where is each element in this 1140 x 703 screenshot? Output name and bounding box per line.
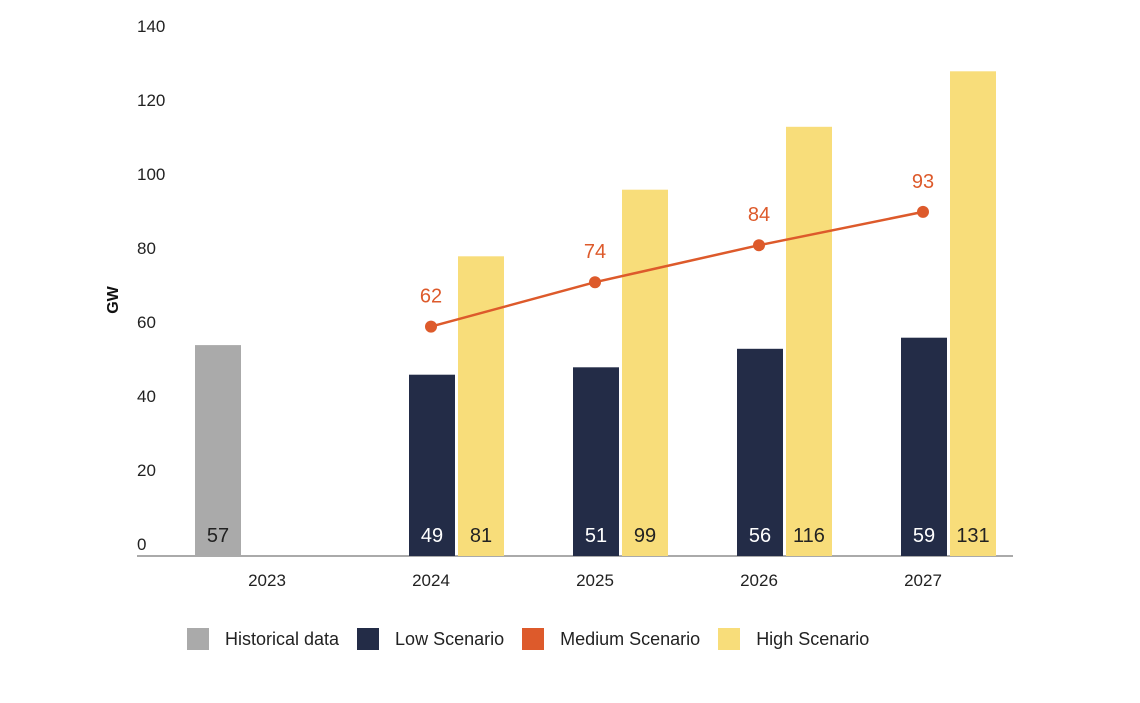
medium-scenario-point bbox=[425, 320, 437, 333]
high-scenario-bar bbox=[458, 256, 504, 556]
historical-data-label: 57 bbox=[207, 525, 229, 547]
low-scenario-data-label: 59 bbox=[913, 525, 935, 547]
low-scenario-bar bbox=[901, 337, 947, 556]
x-tick-label: 2027 bbox=[904, 571, 942, 590]
y-tick-label: 80 bbox=[137, 239, 156, 258]
medium-scenario-data-label: 74 bbox=[584, 241, 606, 263]
high-scenario-data-label: 99 bbox=[634, 525, 656, 547]
high-scenario-data-label: 81 bbox=[470, 525, 492, 547]
x-tick-label: 2026 bbox=[740, 571, 778, 590]
legend-item: Historical data bbox=[187, 628, 339, 650]
historical-bar bbox=[195, 345, 241, 556]
legend: Historical data Low Scenario Medium Scenar… bbox=[187, 628, 887, 650]
medium-scenario-data-label: 62 bbox=[420, 286, 442, 308]
y-tick-label: 20 bbox=[137, 461, 156, 480]
medium-scenario-data-label: 93 bbox=[912, 171, 934, 193]
low-scenario-bar bbox=[573, 367, 619, 556]
medium-scenario-line bbox=[430, 210, 924, 328]
legend-swatch bbox=[357, 628, 380, 650]
medium-scenario-data-label: 84 bbox=[748, 204, 770, 226]
low-scenario-bar bbox=[737, 348, 783, 556]
legend-item: Low Scenario bbox=[357, 628, 504, 650]
legend-label: Historical data bbox=[225, 628, 340, 649]
high-scenario-bar bbox=[622, 189, 668, 556]
legend-swatch bbox=[187, 628, 209, 650]
legend-item: Medium Scenario bbox=[522, 628, 700, 650]
low-scenario-data-label: 51 bbox=[585, 525, 607, 547]
legend-swatch bbox=[718, 628, 741, 650]
medium-scenario-point bbox=[753, 239, 765, 252]
y-axis-label: GW bbox=[105, 285, 122, 313]
high-scenario-data-label: 131 bbox=[956, 525, 989, 547]
legend-item: High Scenario bbox=[718, 628, 869, 650]
y-tick-label: 100 bbox=[137, 165, 165, 184]
y-tick-label: 60 bbox=[137, 313, 156, 332]
legend-swatch bbox=[522, 628, 545, 650]
x-tick-label: 2025 bbox=[576, 571, 614, 590]
legend-label: Medium Scenario bbox=[560, 628, 701, 649]
low-scenario-data-label: 49 bbox=[421, 525, 443, 547]
x-tick-label: 2023 bbox=[248, 571, 286, 590]
low-scenario-bar bbox=[409, 374, 455, 556]
high-scenario-bar bbox=[786, 126, 832, 557]
y-tick-label: 0 bbox=[137, 535, 146, 554]
high-scenario-data-label: 116 bbox=[793, 525, 825, 547]
low-scenario-data-label: 56 bbox=[749, 525, 771, 547]
legend-label: High Scenario bbox=[756, 628, 870, 649]
y-tick-label: 140 bbox=[137, 17, 165, 36]
medium-scenario-point bbox=[589, 276, 601, 289]
high-scenario-bar bbox=[950, 71, 996, 557]
y-tick-label: 40 bbox=[137, 387, 156, 406]
x-tick-label: 2024 bbox=[412, 571, 450, 590]
legend-label: Low Scenario bbox=[395, 628, 505, 649]
medium-scenario-point bbox=[917, 205, 929, 218]
y-tick-label: 120 bbox=[137, 91, 165, 110]
